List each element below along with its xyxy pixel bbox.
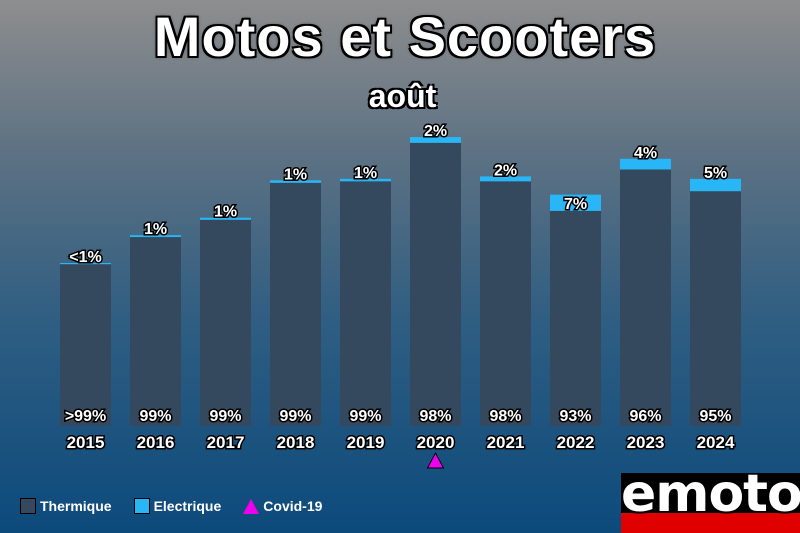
legend-item-covid: Covid-19 xyxy=(243,498,322,514)
label-electrique-2018: 1% xyxy=(284,166,307,183)
bar-thermique-2015 xyxy=(60,264,111,426)
bar-electrique-2021 xyxy=(480,176,531,182)
bar-electrique-2019 xyxy=(340,178,391,182)
x-tick-2023: 2023 xyxy=(627,433,665,452)
label-thermique-2016: 99% xyxy=(139,408,171,425)
x-tick-2018: 2018 xyxy=(277,433,315,452)
legend-item-thermique: Thermique xyxy=(20,498,112,514)
covid-marker-2020 xyxy=(426,451,445,469)
label-thermique-2015: >99% xyxy=(65,408,106,425)
bar-thermique-2022 xyxy=(550,210,601,426)
x-tick-2020: 2020 xyxy=(417,433,455,452)
label-electrique-2015: <1% xyxy=(69,249,101,266)
label-thermique-2023: 96% xyxy=(629,408,661,425)
legend-swatch-electrique xyxy=(133,498,150,514)
covid-triangle-icon xyxy=(243,498,260,514)
bar-thermique-2016 xyxy=(130,237,181,426)
logo-text: emoto xyxy=(621,473,800,524)
x-tick-2022: 2022 xyxy=(557,433,595,452)
x-tick-2016: 2016 xyxy=(137,433,175,452)
bar-thermique-2017 xyxy=(200,219,251,426)
legend-label-thermique: Thermique xyxy=(40,498,112,514)
legend-item-electrique: Electrique xyxy=(133,498,222,514)
x-tick-2024: 2024 xyxy=(697,433,735,452)
bar-thermique-2024 xyxy=(690,191,741,426)
label-electrique-2020: 2% xyxy=(424,123,447,140)
label-thermique-2018: 99% xyxy=(279,408,311,425)
label-electrique-2023: 4% xyxy=(634,145,657,162)
bar-electrique-2017 xyxy=(200,217,251,220)
legend-swatch-thermique xyxy=(20,498,36,514)
bar-electrique-2023 xyxy=(620,158,671,170)
bar-thermique-2023 xyxy=(620,169,671,426)
bar-thermique-2019 xyxy=(340,181,391,426)
bar-electrique-2020 xyxy=(410,137,461,143)
label-thermique-2021: 98% xyxy=(489,408,521,425)
bar-electrique-2015 xyxy=(60,263,111,265)
emoto-logo: emoto xyxy=(621,473,800,533)
legend-label-covid: Covid-19 xyxy=(263,498,323,514)
x-tick-2021: 2021 xyxy=(487,433,525,452)
label-thermique-2017: 99% xyxy=(209,408,241,425)
label-thermique-2024: 95% xyxy=(699,408,731,425)
label-thermique-2019: 99% xyxy=(349,408,381,425)
legend-label-electrique: Electrique xyxy=(153,498,222,514)
bar-thermique-2021 xyxy=(480,181,531,426)
chart-subtitle: août xyxy=(368,78,437,114)
label-electrique-2022: 7% xyxy=(564,196,587,213)
bar-thermique-2020 xyxy=(410,142,461,426)
logo-red-band xyxy=(621,513,800,533)
x-tick-2017: 2017 xyxy=(207,433,245,452)
label-thermique-2022: 93% xyxy=(559,408,591,425)
x-tick-2019: 2019 xyxy=(347,433,385,452)
x-tick-2015: 2015 xyxy=(67,433,105,452)
label-thermique-2020: 98% xyxy=(419,408,451,425)
bar-electrique-2018 xyxy=(270,180,321,183)
label-electrique-2024: 5% xyxy=(704,165,727,182)
label-electrique-2017: 1% xyxy=(214,204,237,221)
bar-thermique-2018 xyxy=(270,182,321,426)
label-electrique-2016: 1% xyxy=(144,221,167,238)
label-electrique-2021: 2% xyxy=(494,162,517,179)
bar-electrique-2016 xyxy=(130,235,181,238)
legend: Thermique Electrique Covid-19 xyxy=(20,496,322,516)
label-electrique-2019: 1% xyxy=(354,165,377,182)
chart-title: Motos et Scooters xyxy=(153,5,657,68)
bar-electrique-2024 xyxy=(690,178,741,192)
bar-electrique-2022 xyxy=(550,194,601,211)
